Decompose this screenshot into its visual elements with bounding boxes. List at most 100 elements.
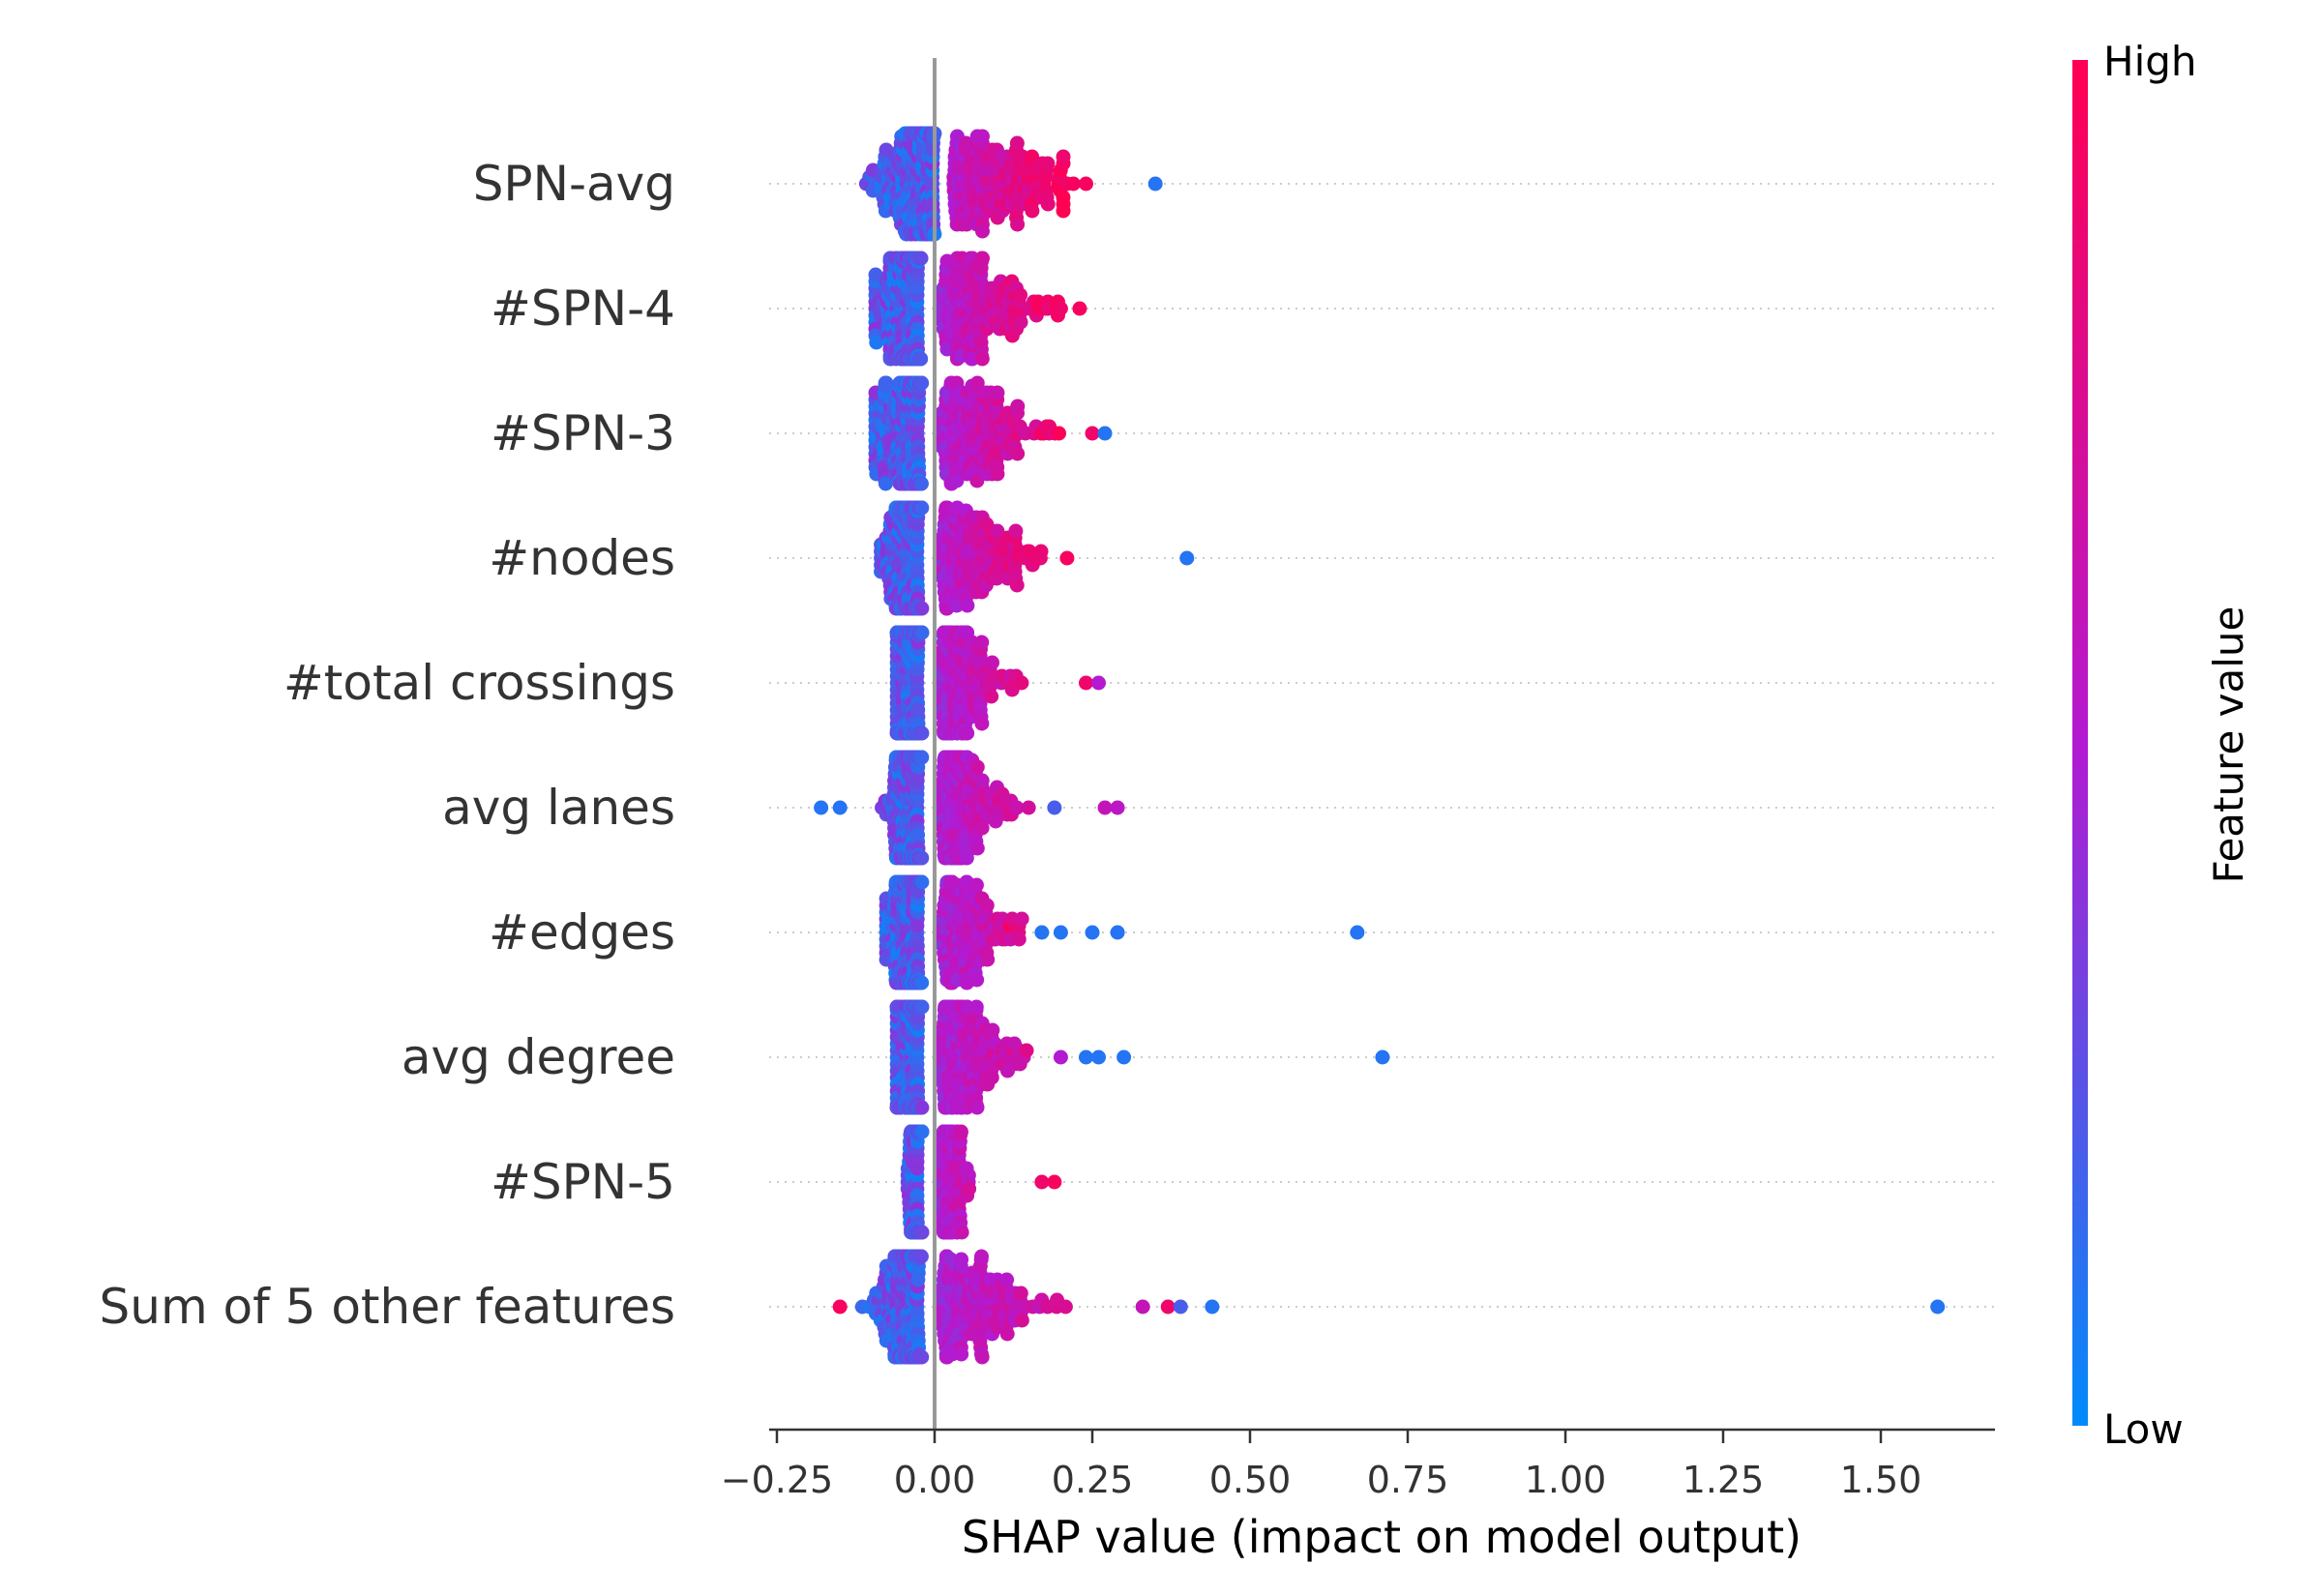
x-ticks: −0.25 0.00 0.25 0.50 0.75 1.00 1.25 1.50 [721,1430,1922,1501]
feature-label: #edges [489,904,675,961]
shap-point [1930,1299,1946,1315]
feature-swarm [868,375,1113,491]
shap-point [1013,314,1028,330]
feature-swarm [889,999,1390,1115]
colorbar: High Low Feature value [2072,38,2252,1453]
shap-point [962,1181,977,1197]
shap-point [969,473,985,488]
x-axis: −0.25 0.00 0.25 0.50 0.75 1.00 1.25 1.50 SHAP v… [721,1428,1995,1563]
shap-point [1097,426,1113,441]
x-tick-label: 1.00 [1525,1459,1607,1501]
shap-point [1116,1049,1132,1065]
shap-point [1040,156,1056,171]
shap-point [1072,301,1087,316]
colorbar-title: Feature value [2205,606,2252,884]
shap-point [984,655,999,670]
shap-point [832,800,848,815]
shap-point [1047,800,1062,815]
shap-point [914,1349,930,1365]
shap-point [1173,1299,1188,1315]
feature-label: Sum of 5 other features [100,1279,675,1335]
x-tick-label: 0.50 [1209,1459,1292,1501]
shap-point [974,129,990,144]
shap-point [1350,925,1365,940]
shap-point [974,1349,990,1365]
feature-label: avg degree [402,1029,675,1085]
shap-point [1009,577,1025,593]
x-tick-label: 1.50 [1840,1459,1922,1501]
shap-point [914,1225,930,1240]
shap-point [973,1249,989,1264]
feature-swarm [874,500,1195,616]
shap-point [1053,925,1068,940]
shap-point [969,759,985,775]
shap-point [1205,1299,1220,1315]
shap-point [914,1124,930,1139]
shap-point [1065,176,1081,192]
shap-point [974,820,990,836]
shap-point [990,523,1005,539]
feature-label: #total crossings [283,655,675,711]
colorbar-high-label: High [2103,38,2197,85]
shap-point [984,689,999,704]
x-tick-label: 0.25 [1052,1459,1134,1501]
feature-label: #SPN-4 [491,281,675,337]
shap-point [1097,800,1113,815]
shap-point [984,1070,999,1085]
shap-point [1047,1174,1062,1190]
shap-point [1010,446,1026,461]
shap-point [914,725,930,741]
shap-point [914,874,930,890]
shap-point [969,972,985,988]
shap-point [1078,1049,1093,1065]
shap-point [1010,217,1026,232]
shap-point [914,999,930,1015]
shap-point [954,1225,969,1240]
shap-point [1091,1049,1107,1065]
feature-label: #SPN-5 [491,1154,675,1210]
shap-point [913,251,929,266]
shap-point [1110,925,1125,940]
x-axis-label: SHAP value (impact on model output) [962,1511,1801,1563]
shap-point [814,800,829,815]
feature-label: SPN-avg [473,156,675,212]
shap-point [954,1252,969,1267]
shap-point [969,375,985,391]
shap-point [1057,1299,1073,1315]
shap-point [1375,1049,1390,1065]
colorbar-low-label: Low [2103,1405,2184,1453]
shap-point [1021,800,1036,815]
x-tick-label: 1.25 [1682,1459,1765,1501]
shap-point [1014,675,1029,691]
shap-point [914,750,930,765]
shap-point [1179,550,1195,566]
shap-point [1110,800,1125,815]
shap-point [914,625,930,640]
shap-point [1008,523,1024,539]
shap-point [914,1100,930,1115]
shap-point [958,135,973,151]
x-tick-label: 0.00 [894,1459,976,1501]
x-tick-label: 0.75 [1367,1459,1449,1501]
shap-point [974,716,990,731]
colorbar-gradient [2072,60,2088,1426]
shap-point [1034,925,1050,940]
shap-point [961,1167,976,1183]
shap-point [974,635,990,650]
shap-point [1078,675,1093,691]
feature-swarm [858,126,1163,242]
shap-point [980,952,996,967]
shap-point [1011,931,1027,947]
shap-point [990,466,1005,482]
shap-point [968,999,984,1015]
shap-point [1147,176,1163,192]
shap-point [1085,426,1100,441]
shap-point [974,351,990,367]
shap-point [914,601,930,616]
shap-point [960,598,975,613]
shap-point [1013,287,1028,303]
shap-point [960,725,975,741]
shap-point [1059,550,1075,566]
feature-swarm [889,625,1107,741]
shap-point [979,898,995,913]
